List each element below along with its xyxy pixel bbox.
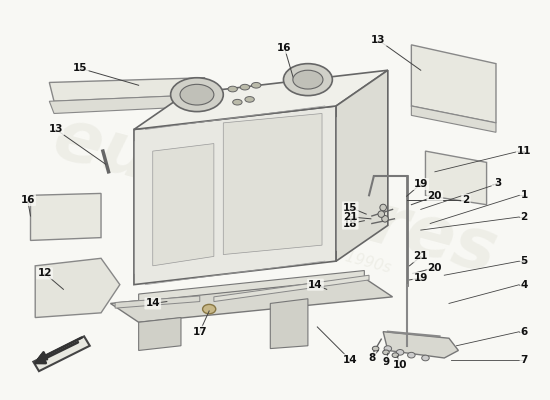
Ellipse shape xyxy=(283,64,332,96)
Ellipse shape xyxy=(233,99,242,105)
Text: 4: 4 xyxy=(520,280,528,290)
Ellipse shape xyxy=(180,84,214,105)
Polygon shape xyxy=(153,144,214,266)
Ellipse shape xyxy=(384,346,392,351)
Text: 15: 15 xyxy=(73,63,87,73)
Text: 9: 9 xyxy=(382,357,389,367)
Ellipse shape xyxy=(240,84,250,90)
Ellipse shape xyxy=(372,346,379,351)
Ellipse shape xyxy=(245,96,254,102)
Polygon shape xyxy=(50,78,209,101)
Text: 12: 12 xyxy=(37,268,52,278)
Text: 14: 14 xyxy=(308,280,323,290)
Polygon shape xyxy=(35,258,120,318)
Text: 6: 6 xyxy=(520,327,528,337)
Polygon shape xyxy=(134,106,336,285)
Ellipse shape xyxy=(382,216,388,222)
Polygon shape xyxy=(50,95,209,114)
Polygon shape xyxy=(336,70,388,261)
Ellipse shape xyxy=(383,350,389,355)
Ellipse shape xyxy=(228,86,238,92)
Text: 19: 19 xyxy=(414,179,428,189)
Polygon shape xyxy=(426,151,487,205)
Polygon shape xyxy=(411,106,496,132)
Polygon shape xyxy=(223,114,322,254)
Ellipse shape xyxy=(293,70,323,89)
Polygon shape xyxy=(139,318,181,350)
Text: 14: 14 xyxy=(145,298,160,308)
Polygon shape xyxy=(34,336,90,371)
Text: eurospares: eurospares xyxy=(46,103,504,288)
Text: 20: 20 xyxy=(427,191,442,201)
Text: 17: 17 xyxy=(192,327,207,337)
Text: 3: 3 xyxy=(494,178,502,188)
Text: 1: 1 xyxy=(520,190,528,200)
Polygon shape xyxy=(134,70,388,130)
Text: 15: 15 xyxy=(343,202,358,212)
Ellipse shape xyxy=(392,353,399,358)
Ellipse shape xyxy=(397,350,404,355)
Ellipse shape xyxy=(408,352,415,358)
Ellipse shape xyxy=(380,204,387,211)
Text: 16: 16 xyxy=(20,195,35,205)
Text: 20: 20 xyxy=(427,263,442,273)
Polygon shape xyxy=(383,332,458,358)
Ellipse shape xyxy=(378,211,384,217)
Ellipse shape xyxy=(202,304,216,314)
Text: 2: 2 xyxy=(520,212,528,222)
Text: 16: 16 xyxy=(277,43,292,53)
Text: a passion for parts since 1990s: a passion for parts since 1990s xyxy=(158,200,392,276)
Text: 8: 8 xyxy=(368,353,376,363)
Text: 5: 5 xyxy=(520,256,528,266)
Polygon shape xyxy=(214,275,369,302)
Text: 7: 7 xyxy=(520,355,528,365)
Text: 10: 10 xyxy=(393,360,408,370)
Ellipse shape xyxy=(170,78,223,112)
Text: 21: 21 xyxy=(414,252,428,262)
Text: 21: 21 xyxy=(343,212,358,222)
Text: 2: 2 xyxy=(462,195,470,205)
Polygon shape xyxy=(30,194,101,240)
Text: 19: 19 xyxy=(414,273,428,283)
Ellipse shape xyxy=(251,82,261,88)
Text: 11: 11 xyxy=(517,146,531,156)
Polygon shape xyxy=(139,270,364,302)
Polygon shape xyxy=(270,299,308,348)
Text: 13: 13 xyxy=(48,124,63,134)
Text: 13: 13 xyxy=(371,35,386,45)
Polygon shape xyxy=(411,45,496,123)
Polygon shape xyxy=(115,296,200,308)
Polygon shape xyxy=(111,278,393,322)
Text: 14: 14 xyxy=(343,355,358,365)
Text: 18: 18 xyxy=(343,218,358,228)
Ellipse shape xyxy=(422,355,429,361)
